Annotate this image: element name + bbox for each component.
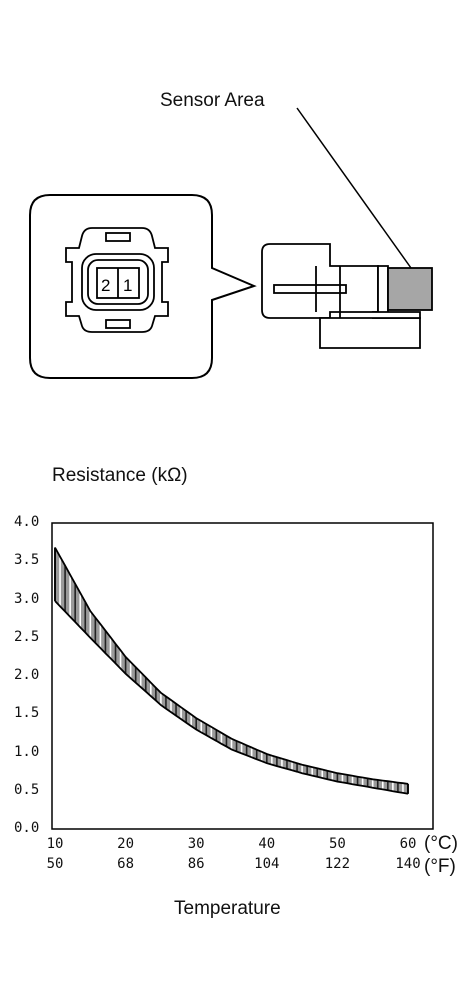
resistance-band [54, 547, 409, 795]
sensor-area-leader-line [296, 107, 412, 269]
x-tick-label-celsius: 60 [399, 836, 417, 852]
x-unit-celsius: (°C) [424, 833, 458, 854]
y-tick-label: 2.5 [14, 628, 40, 645]
x-tick-label-fahrenheit: 104 [254, 856, 280, 872]
sensor-area-tip [387, 267, 433, 311]
sensor-area-label: Sensor Area [160, 90, 265, 111]
sensor-body [261, 243, 421, 349]
x-tick-label-fahrenheit: 68 [117, 856, 135, 872]
x-tick-label-fahrenheit: 86 [187, 856, 205, 872]
x-tick-label-fahrenheit: 140 [395, 856, 421, 872]
upper-limit-curve [54, 547, 409, 785]
y-tick-label: 0.0 [14, 820, 40, 836]
x-tick-label-celsius: 30 [187, 836, 205, 852]
y-tick-label: 1.0 [14, 743, 40, 760]
y-tick-label: 3.5 [14, 552, 40, 569]
x-tick-label-celsius: 20 [117, 836, 135, 852]
y-axis-title: Resistance (kΩ) [52, 465, 188, 486]
y-tick-label: 4.0 [14, 514, 40, 530]
y-tick-label: 0.5 [14, 781, 40, 798]
x-axis-title: Temperature [174, 898, 281, 919]
x-tick-label-celsius: 50 [328, 836, 346, 852]
pin-number-2: 2 [101, 276, 110, 295]
x-tick-label-fahrenheit: 50 [46, 856, 64, 872]
y-tick-label: 2.0 [14, 667, 40, 683]
lower-limit-curve [54, 600, 409, 795]
x-tick-label-fahrenheit: 122 [324, 856, 351, 872]
pin-number-1: 1 [123, 276, 132, 295]
x-tick-label-celsius: 40 [258, 836, 276, 852]
y-tick-label: 3.0 [14, 590, 40, 607]
x-tick-label-celsius: 10 [46, 836, 64, 852]
y-tick-label: 1.5 [14, 705, 40, 722]
connector-face [65, 227, 169, 333]
x-unit-fahrenheit: (°F) [424, 856, 456, 877]
